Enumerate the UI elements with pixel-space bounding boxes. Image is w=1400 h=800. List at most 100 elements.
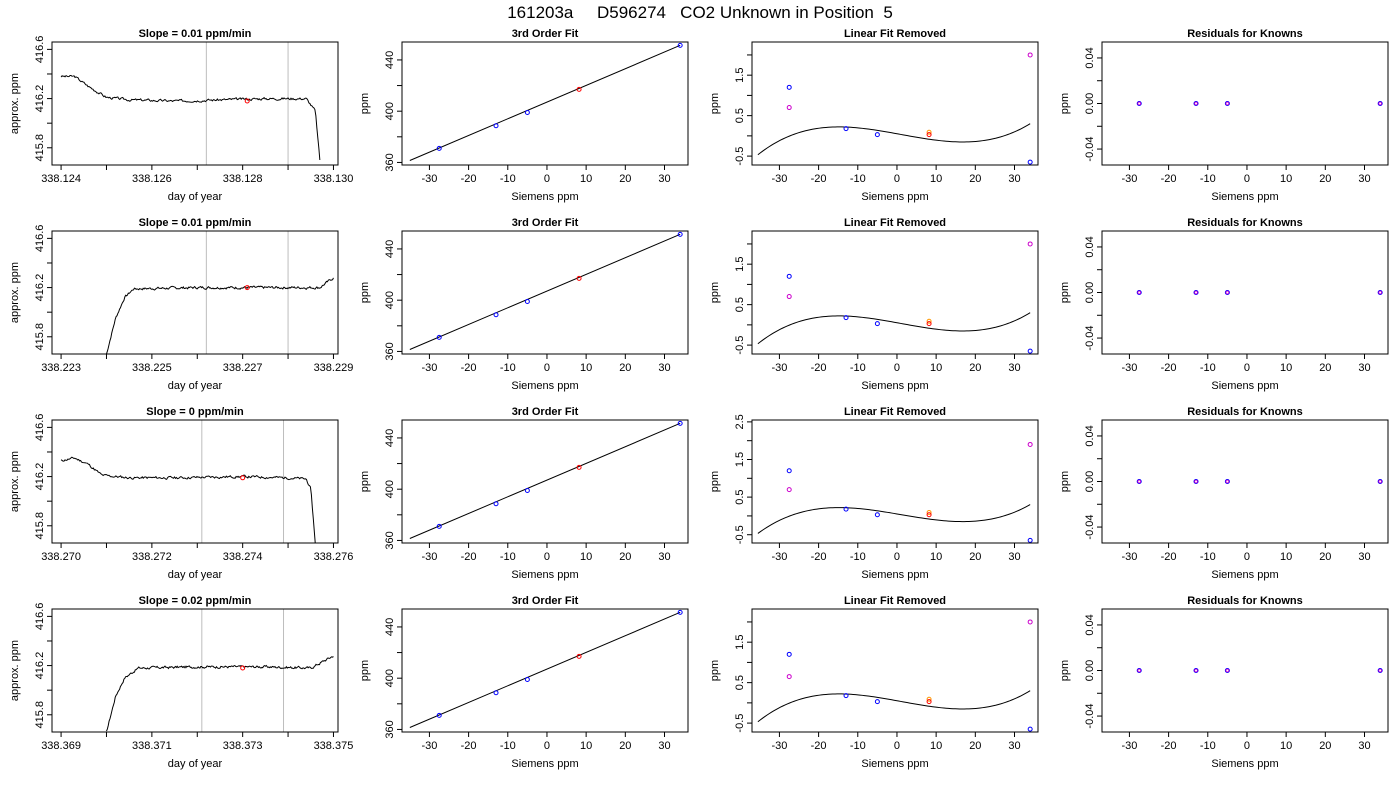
y-tick-label: 0.04 [1084,614,1096,635]
known-point [1027,348,1033,354]
y-tick-label: 416.6 [34,603,46,631]
y-tick-label: 0.04 [1084,236,1096,257]
x-tick-label: 0 [1244,173,1250,185]
known-point [524,487,530,493]
known-point [524,109,530,115]
x-tick-label: 30 [1008,173,1020,185]
panel-title: Slope = 0.01 ppm/min [139,217,252,229]
fit-line [409,44,681,161]
x-tick-label: -20 [461,362,477,374]
known-point-overlay [1225,290,1230,295]
known-point [436,712,442,718]
x-tick-label: -20 [1161,740,1177,752]
x-tick-label: -20 [461,551,477,563]
y-tick-label: 360 [384,531,396,549]
known-point-overlay [1225,101,1230,106]
x-tick-label: 0 [1244,362,1250,374]
y-tick-label: -0.04 [1084,326,1096,351]
x-tick-label: -30 [771,740,787,752]
known-point-overlay [1194,101,1198,106]
y-tick-label: 1.5 [734,452,746,467]
y-axis-label: approx. ppm [9,73,21,134]
y-tick-label: 416.6 [34,414,46,442]
panel-r4-c3: Linear Fit Removed Siemens ppm ppm -30 -20 -1… [709,595,1039,770]
x-tick-label: 20 [1319,551,1331,563]
x-tick-label: 0 [1244,740,1250,752]
unknown-point [926,699,932,705]
panel-r3-c2: 3rd Order Fit Siemens ppm ppm -30 -20 -10 0 10 2… [359,406,689,581]
y-tick-label: 0.5 [734,675,746,690]
x-axis-label: Siemens ppm [511,191,578,203]
y-tick-label: 416.2 [34,652,46,680]
panel-title: 3rd Order Fit [512,406,579,418]
x-tick-label: 0 [1244,551,1250,563]
known-point [436,523,442,529]
plot-frame [751,230,1039,355]
y-tick-label: 400 [384,669,396,687]
panel-r4-c1: Slope = 0.02 ppm/min day of year approx. p… [9,595,353,770]
unknown-point [576,275,582,281]
y-tick-label: 1.5 [734,257,746,272]
x-tick-label: 338.369 [41,740,81,752]
x-tick-label: -10 [850,551,866,563]
x-tick-label: -10 [1200,740,1216,752]
unknown-point [576,86,582,92]
cubic-fit-curve [757,690,1031,723]
plot-area [106,231,334,354]
unknown-point [926,321,932,327]
x-tick-label: -20 [1161,362,1177,374]
x-tick-label: 10 [580,173,592,185]
x-tick-label: 338.126 [132,173,172,185]
y-tick-label: 440 [384,240,396,258]
known-point-overlay [1137,668,1142,673]
known-point [843,506,849,512]
known-point [524,676,530,682]
known-point [1193,290,1199,295]
x-axis-label: Siemens ppm [1211,191,1278,203]
x-tick-label: 20 [619,551,631,563]
x-tick-label: 0 [894,551,900,563]
known-point-overlay [1194,668,1198,673]
x-axis-label: Siemens ppm [1211,380,1278,392]
panel-r2-c4: Residuals for Knowns Siemens ppm ppm -30 -20… [1059,217,1389,392]
known-point [1377,479,1383,484]
known-point [1224,290,1230,295]
y-tick-label: 360 [384,720,396,738]
x-tick-label: 30 [1358,551,1370,563]
plot-area [409,420,683,539]
x-tick-label: 338.272 [132,551,172,563]
y-axis-label: ppm [359,93,371,114]
panel-title: Slope = 0.01 ppm/min [139,28,252,40]
x-tick-label: 30 [658,173,670,185]
fit-line [409,611,681,728]
y-tick-label: 360 [384,342,396,360]
unknown-point [576,464,582,470]
known-point [493,501,499,507]
x-axis-label: Siemens ppm [511,380,578,392]
plot-area [60,420,316,543]
known-point-overlay [1225,668,1230,673]
y-axis-label: ppm [359,471,371,492]
panels-grid: Slope = 0.01 ppm/min day of year approx. p… [9,28,1389,770]
x-tick-label: 20 [969,551,981,563]
cubic-fit-curve [757,312,1031,345]
x-tick-label: -20 [811,740,827,752]
x-tick-label: 10 [930,551,942,563]
x-axis-label: Siemens ppm [1211,758,1278,770]
unknown-point [926,132,932,138]
x-tick-label: 20 [619,740,631,752]
known-point [874,132,880,138]
plot-area [1136,101,1383,106]
y-tick-label: 1.5 [734,68,746,83]
x-tick-label: 10 [580,740,592,752]
y-tick-label: 400 [384,291,396,309]
x-axis-label: Siemens ppm [861,191,928,203]
plot-area [409,609,683,728]
fit-line [409,422,681,539]
known-point [874,321,880,327]
y-tick-label: 440 [384,429,396,447]
plot-frame [1101,419,1389,544]
known-point [1377,668,1383,673]
x-axis-label: day of year [168,191,223,203]
known-point [1377,101,1383,106]
